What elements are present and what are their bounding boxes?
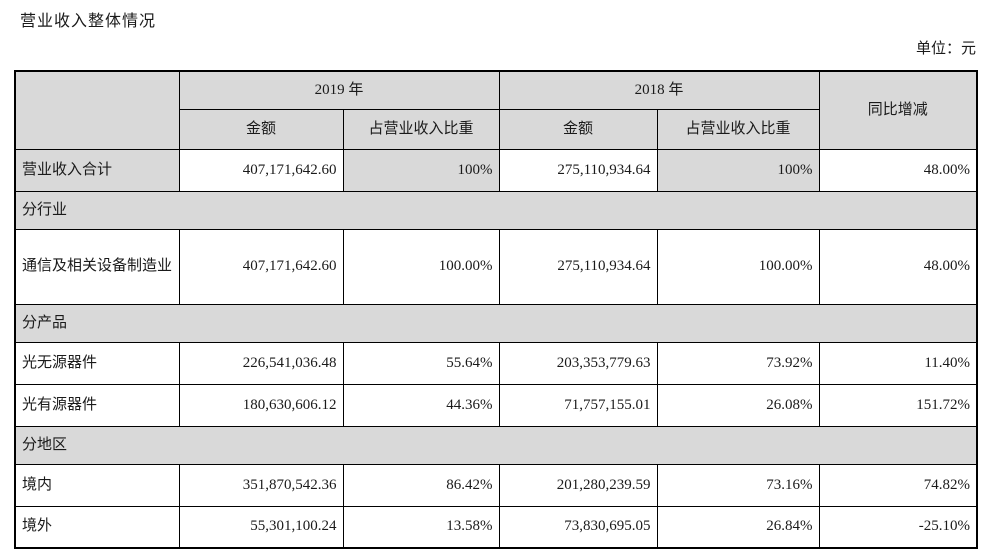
row-label: 光有源器件 <box>14 383 180 427</box>
cell-amount-2019: 180,630,606.12 <box>178 383 344 427</box>
table-row-overseas: 境外 55,301,100.24 13.58% 73,830,695.05 26… <box>14 505 978 549</box>
header-amount-2018: 金额 <box>498 108 658 150</box>
cell-share-2019: 44.36% <box>342 383 500 427</box>
cell-share-2018: 100% <box>656 148 820 192</box>
cell-share-2019: 100% <box>342 148 500 192</box>
cell-amount-2018: 275,110,934.64 <box>498 148 658 192</box>
cell-amount-2019: 407,171,642.60 <box>178 228 344 305</box>
header-year-2018: 2018 年 <box>498 70 820 110</box>
cell-share-2018: 26.84% <box>656 505 820 549</box>
cell-yoy: -25.10% <box>818 505 978 549</box>
section-label: 分行业 <box>14 190 978 230</box>
unit-label: 单位：元 <box>915 41 976 57</box>
section-label: 分地区 <box>14 425 978 465</box>
cell-amount-2019: 407,171,642.60 <box>178 148 344 192</box>
row-label: 通信及相关设备制造业 <box>14 228 180 305</box>
corner-cell <box>14 70 180 150</box>
cell-share-2018: 100.00% <box>656 228 820 305</box>
cell-amount-2018: 275,110,934.64 <box>498 228 658 305</box>
header-row-measures: 金额 占营业收入比重 金额 占营业收入比重 <box>15 108 977 150</box>
header-row-years: 2019 年 2018 年 同比增减 <box>14 70 978 150</box>
header-yoy: 同比增减 <box>818 70 978 150</box>
table-row-active-optical: 光有源器件 180,630,606.12 44.36% 71,757,155.0… <box>14 383 978 427</box>
row-label: 境内 <box>14 463 180 507</box>
cell-amount-2018: 203,353,779.63 <box>498 341 658 385</box>
section-row-region: 分地区 <box>14 425 978 465</box>
cell-amount-2018: 201,280,239.59 <box>498 463 658 507</box>
header-year-2019: 2019 年 <box>178 70 500 110</box>
cell-share-2019: 86.42% <box>342 463 500 507</box>
cell-amount-2019: 351,870,542.36 <box>178 463 344 507</box>
cell-yoy: 151.72% <box>818 383 978 427</box>
header-share-2019: 占营业收入比重 <box>342 108 500 150</box>
cell-share-2019: 100.00% <box>342 228 500 305</box>
page-title: 营业收入整体情况 <box>20 13 157 30</box>
section-row-product: 分产品 <box>14 303 978 343</box>
cell-share-2018: 73.92% <box>656 341 820 385</box>
row-label: 营业收入合计 <box>14 148 180 192</box>
cell-share-2019: 55.64% <box>342 341 500 385</box>
cell-share-2018: 26.08% <box>656 383 820 427</box>
cell-share-2019: 13.58% <box>342 505 500 549</box>
row-label: 光无源器件 <box>14 341 180 385</box>
cell-amount-2019: 55,301,100.24 <box>178 505 344 549</box>
header-amount-2019: 金额 <box>178 108 344 150</box>
table-row-industry: 通信及相关设备制造业 407,171,642.60 100.00% 275,11… <box>14 228 978 305</box>
cell-yoy: 74.82% <box>818 463 978 507</box>
table-row-total: 营业收入合计 407,171,642.60 100% 275,110,934.6… <box>14 148 978 192</box>
cell-amount-2019: 226,541,036.48 <box>178 341 344 385</box>
table-row-passive-optical: 光无源器件 226,541,036.48 55.64% 203,353,779.… <box>14 341 978 385</box>
cell-amount-2018: 73,830,695.05 <box>498 505 658 549</box>
cell-yoy: 48.00% <box>818 228 978 305</box>
cell-yoy: 11.40% <box>818 341 978 385</box>
table-row-domestic: 境内 351,870,542.36 86.42% 201,280,239.59 … <box>14 463 978 507</box>
revenue-table: 2019 年 2018 年 同比增减 金额 占营业收入比重 金额 占营业收入比重… <box>14 70 979 549</box>
section-label: 分产品 <box>14 303 978 343</box>
cell-yoy: 48.00% <box>818 148 978 192</box>
cell-share-2018: 73.16% <box>656 463 820 507</box>
section-row-industry: 分行业 <box>14 190 978 230</box>
header-share-2018: 占营业收入比重 <box>656 108 820 150</box>
cell-amount-2018: 71,757,155.01 <box>498 383 658 427</box>
row-label: 境外 <box>14 505 180 549</box>
